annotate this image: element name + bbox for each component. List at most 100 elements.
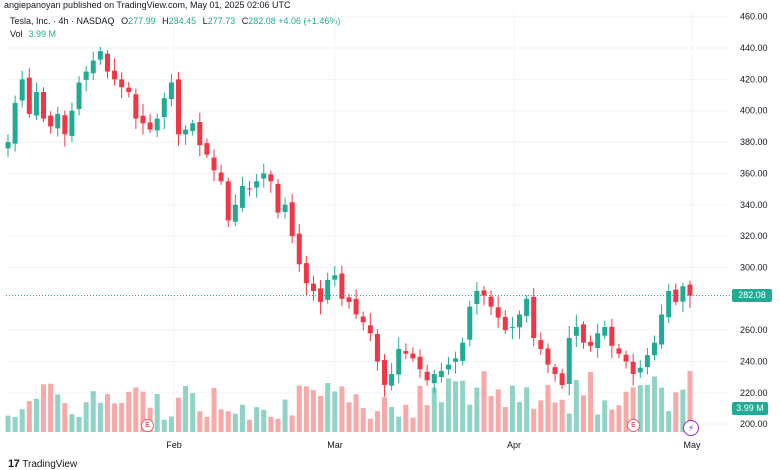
candle[interactable] [133,88,139,129]
candle[interactable] [339,265,345,307]
candle[interactable] [254,173,260,198]
candle[interactable] [55,106,61,137]
candle[interactable] [651,335,657,361]
candle[interactable] [346,293,352,309]
candle[interactable] [644,348,650,375]
candle[interactable] [474,281,480,315]
candle[interactable] [26,68,32,118]
candle[interactable] [325,272,331,304]
candle[interactable] [509,316,515,340]
candle[interactable] [247,180,253,197]
candle[interactable] [659,304,665,349]
candle[interactable] [183,125,189,146]
candle[interactable] [580,321,586,349]
candle[interactable] [69,102,75,143]
candle[interactable] [360,311,366,331]
candle[interactable] [687,280,693,308]
candle[interactable] [367,313,373,342]
candle[interactable] [12,95,18,152]
candle[interactable] [176,72,181,146]
candle[interactable] [573,314,579,347]
candle[interactable] [595,323,601,358]
candle[interactable] [460,337,466,366]
candle[interactable] [261,163,267,188]
candle[interactable] [97,46,103,65]
candle[interactable] [112,58,118,86]
candle[interactable] [289,194,295,244]
candle[interactable] [190,119,196,136]
candle[interactable] [424,364,430,386]
candle[interactable] [197,112,203,157]
candle[interactable] [232,194,238,227]
candle[interactable] [41,87,47,123]
candle[interactable] [431,369,437,394]
candle[interactable] [410,347,416,362]
candle[interactable] [154,113,160,138]
candle[interactable] [211,149,217,182]
candle[interactable] [566,325,572,396]
candle[interactable] [438,362,444,383]
candle[interactable] [545,343,551,374]
candle[interactable] [48,111,54,134]
candle[interactable] [517,310,522,339]
candle[interactable] [602,320,608,340]
candle[interactable] [637,360,643,379]
candle[interactable] [630,353,636,386]
candle[interactable] [5,134,11,157]
candle[interactable] [126,81,132,98]
candle[interactable] [403,343,409,360]
candle[interactable] [524,295,530,323]
candle[interactable] [303,255,309,296]
candle[interactable] [382,353,388,397]
candle[interactable] [225,177,231,227]
candle[interactable] [332,266,338,287]
candle[interactable] [502,310,508,335]
candle[interactable] [282,197,288,219]
candle[interactable] [296,224,302,273]
candle[interactable] [90,51,96,81]
candle[interactable] [417,349,423,378]
candle[interactable] [673,283,679,306]
candle[interactable] [19,70,25,108]
candle[interactable] [239,176,245,212]
candle[interactable] [445,356,451,375]
candle[interactable] [76,76,82,116]
candle[interactable] [161,92,167,130]
candle[interactable] [83,66,89,92]
candle[interactable] [147,114,153,133]
candle[interactable] [609,318,615,358]
tradingview-brand[interactable]: TradingView [22,458,78,470]
candle[interactable] [104,50,110,79]
candle[interactable] [488,290,494,315]
earnings-marker[interactable]: E [627,419,640,432]
candle[interactable] [495,296,501,328]
candle[interactable] [310,275,316,301]
candle[interactable] [552,364,558,382]
candle[interactable] [62,110,68,147]
candle[interactable] [666,284,672,323]
candle[interactable] [275,179,281,219]
candle[interactable] [588,335,594,352]
candle[interactable] [538,332,544,355]
candle[interactable] [559,369,565,389]
flash-icon[interactable]: ⚡ [683,420,699,436]
candle[interactable] [168,73,174,107]
candle[interactable] [680,282,686,313]
candle[interactable] [268,170,274,193]
candle[interactable] [396,337,402,384]
candle[interactable] [467,300,473,347]
candle[interactable] [318,280,324,315]
candle[interactable] [140,103,146,135]
symbol-title[interactable]: Tesla, Inc. · 4h · NASDAQ [10,16,115,26]
candle[interactable] [374,329,380,371]
candle[interactable] [616,343,622,359]
candle[interactable] [119,72,125,99]
candle[interactable] [33,82,39,121]
candle[interactable] [453,351,459,374]
candle[interactable] [623,350,629,369]
candle[interactable] [531,287,537,347]
candle[interactable] [204,138,210,159]
candle[interactable] [218,164,224,185]
earnings-marker[interactable]: E [141,419,154,432]
